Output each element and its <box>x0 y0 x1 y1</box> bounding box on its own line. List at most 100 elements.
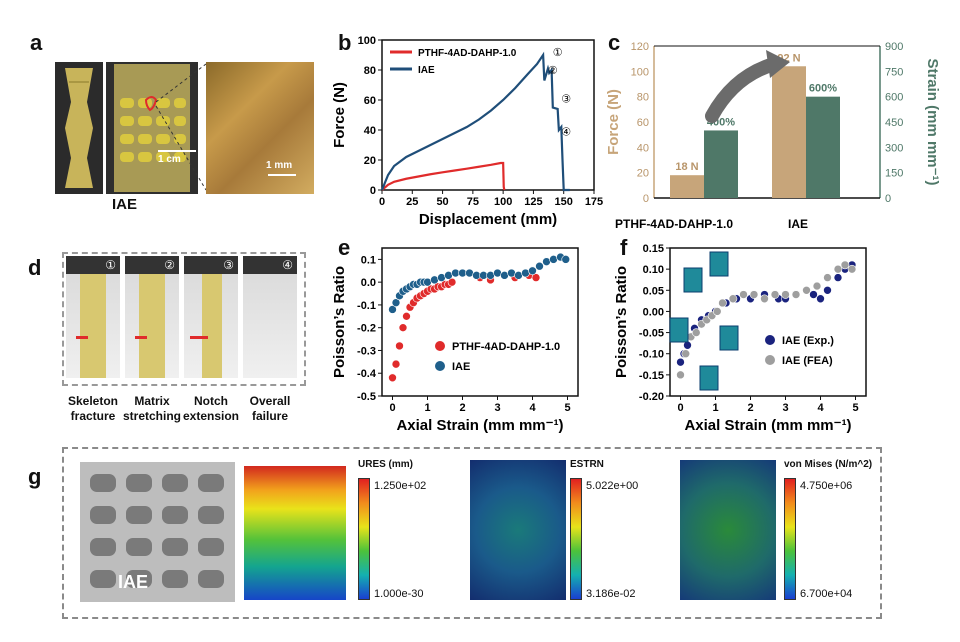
trend-arrow <box>705 57 781 123</box>
annotation-marker: ① <box>553 47 563 59</box>
test-frame-1: ① <box>66 256 120 378</box>
y-tick-label: -0.15 <box>639 370 664 382</box>
data-point-1 <box>535 261 544 271</box>
data-point-1 <box>691 328 701 337</box>
panel-letter-a: a <box>30 30 43 55</box>
specimen-photo-plain <box>55 62 103 194</box>
lattice-cell <box>126 538 152 556</box>
specimen-strip <box>202 274 222 378</box>
y-tick-label: 0.15 <box>643 243 664 255</box>
y2-tick-label: 150 <box>885 168 903 180</box>
trend-arrow-head <box>766 50 790 78</box>
x-tick-label: 175 <box>585 196 603 208</box>
panel-letter-g: g <box>28 464 42 489</box>
y-tick-label: 80 <box>364 65 376 77</box>
data-point-0 <box>388 373 397 383</box>
y-tick-label: -0.2 <box>357 323 376 335</box>
lattice-cell <box>90 538 116 556</box>
iae-photo-label: IAE <box>112 196 138 213</box>
y-axis-label: Poisson’s Ratio <box>613 266 630 378</box>
panel-letter-b: b <box>338 30 352 55</box>
ures-colorbar <box>358 478 370 600</box>
estrn-min: 3.186e-02 <box>586 588 636 600</box>
data-point-1 <box>781 290 790 299</box>
legend-marker <box>435 361 445 371</box>
grip <box>125 256 179 274</box>
x-tick-label: 3 <box>782 402 788 414</box>
y-tick-label: -0.10 <box>639 349 664 361</box>
x-tick-label: 1 <box>424 402 430 414</box>
y-tick-label: -0.20 <box>639 391 664 403</box>
test-frame-2: ② <box>125 256 179 378</box>
panel-letter-f: f <box>620 235 628 260</box>
lattice-cell <box>90 506 116 524</box>
series-line-0 <box>381 161 506 191</box>
x-tick-label: 0 <box>677 402 683 414</box>
x-tick-label: 2 <box>747 402 753 414</box>
data-point-1 <box>739 290 748 299</box>
data-point-1 <box>561 255 571 264</box>
y-tick-label: 0.00 <box>643 306 664 318</box>
x-tick-label: 75 <box>467 196 479 208</box>
y-tick-label: 40 <box>637 142 649 154</box>
vonmises-title: von Mises (N/m^2) <box>784 459 873 470</box>
bar-force-0 <box>670 175 704 198</box>
estrn-title: ESTRN <box>570 459 604 470</box>
y-tick-label: 0.0 <box>361 277 376 289</box>
x-tick-label: 3 <box>494 402 500 414</box>
chart-f: 0 1 2 3 4 5 -0.20 -0.15 -0.10 -0.05 0.00 0.05 0.10 0.… <box>613 243 867 434</box>
data-point-0 <box>402 312 411 321</box>
lattice-cell <box>198 506 224 524</box>
y2-tick-label: 600 <box>885 92 903 104</box>
y-tick-label: 60 <box>637 117 649 129</box>
y-tick-label: -0.5 <box>357 391 376 403</box>
category-label: IAE <box>788 217 808 230</box>
failure-arrow <box>135 336 147 339</box>
deformation-inset-1 <box>709 251 729 277</box>
annotation-marker: ③ <box>561 94 571 106</box>
y-tick-label: 0 <box>643 193 649 205</box>
data-point-1 <box>791 290 801 299</box>
lattice-cell <box>162 570 188 588</box>
legend-label: PTHF-4AD-DAHP-1.0 <box>452 341 560 353</box>
specimen-strip <box>80 274 106 378</box>
data-point-1 <box>388 305 397 314</box>
x-tick-label: 5 <box>564 402 570 414</box>
stage-caption: Skeleton fracture <box>67 394 118 423</box>
chart-b: 0 25 50 75 100 125 150 175 0 20 40 60 80 100 Displacem… <box>331 35 603 228</box>
vonmises-colorbar <box>784 478 796 600</box>
stage-marker: ② <box>164 258 175 272</box>
data-point-0 <box>823 285 832 295</box>
scale-bar-cm <box>158 150 196 152</box>
y-tick-label: 100 <box>358 35 376 47</box>
annotation-marker: ② <box>548 65 558 77</box>
stage-caption: Matrix stretching <box>122 394 181 423</box>
y-tick-label: 60 <box>364 95 376 107</box>
data-point-1 <box>770 290 780 299</box>
legend-label: IAE <box>418 65 435 76</box>
vonmises-contour <box>680 460 776 600</box>
data-point-1 <box>718 298 727 308</box>
x-tick-label: 1 <box>712 402 718 414</box>
lattice-cell <box>162 506 188 524</box>
data-point-0 <box>531 273 541 282</box>
chart-c: 0 20 40 60 80 100 120 0 150 300 450 600 750 900 Force … <box>605 41 941 230</box>
stage-marker: ③ <box>223 258 234 272</box>
annotation-marker: ④ <box>561 127 571 139</box>
y-tick-label: 40 <box>364 125 376 137</box>
y-tick-label: -0.1 <box>357 300 376 312</box>
data-point-1 <box>681 349 691 359</box>
ures-max: 1.250e+02 <box>374 480 427 492</box>
lattice-cell <box>126 570 152 588</box>
data-point-1 <box>802 285 811 295</box>
category-label: PTHF-4AD-DAHP-1.0 <box>615 217 733 230</box>
specimen-strip <box>139 274 165 378</box>
data-point-0 <box>398 323 408 332</box>
bar-label: 600% <box>809 83 837 95</box>
data-point-0 <box>676 357 685 367</box>
data-point-1 <box>676 370 685 380</box>
y-tick-label: -0.05 <box>639 328 664 340</box>
x-tick-label: 2 <box>459 402 465 414</box>
x-tick-label: 50 <box>436 196 448 208</box>
estrn-contour <box>470 460 566 600</box>
